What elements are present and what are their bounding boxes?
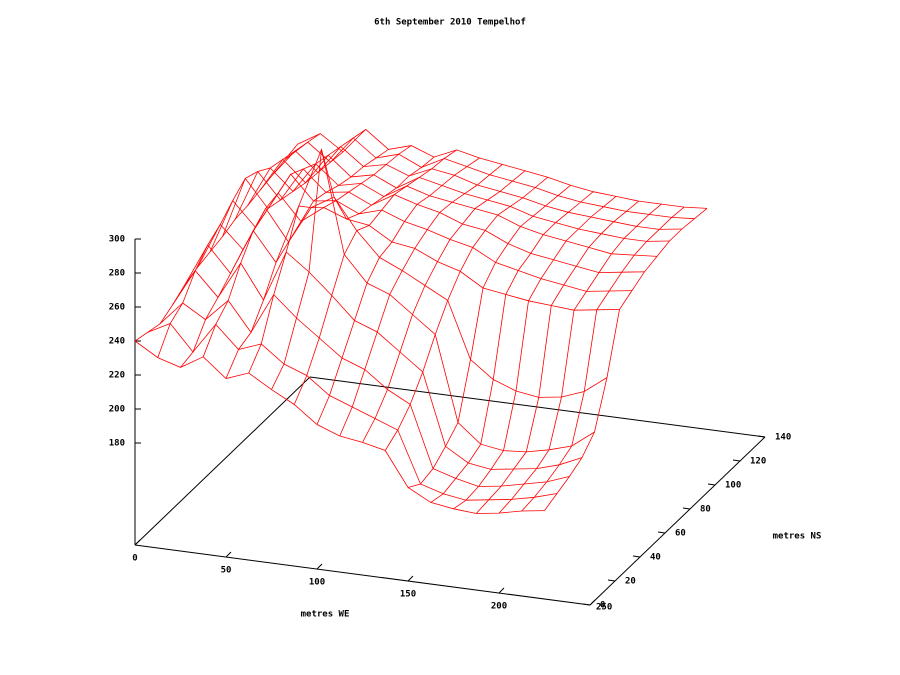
y-tick-label: 80	[700, 505, 711, 515]
surface-column	[430, 191, 594, 503]
surface-column	[544, 208, 708, 511]
y-tick-label: 120	[750, 457, 766, 467]
y-tick	[632, 555, 641, 558]
y-tick	[732, 459, 741, 462]
surface-column	[498, 203, 662, 514]
surface-column	[134, 143, 298, 342]
y-tick	[707, 483, 716, 486]
y-axis	[589, 436, 766, 606]
y-tick-label: 140	[775, 433, 791, 443]
x-tick	[407, 575, 414, 582]
z-tick-label: 260	[109, 303, 125, 313]
y-tick	[582, 603, 591, 606]
chart-title: 6th September 2010 Tempelhof	[374, 18, 526, 28]
y-tick	[607, 579, 616, 582]
y-tick-label: 60	[675, 529, 686, 539]
surface-column	[248, 145, 412, 374]
z-tick-label: 240	[109, 337, 125, 347]
surface-column	[293, 149, 457, 405]
y-tick-label: 20	[625, 577, 636, 587]
z-tick-label: 180	[109, 439, 125, 449]
surface-column	[453, 196, 617, 510]
x-tick-label: 50	[221, 566, 232, 576]
y-axis-label: metres NS	[773, 532, 822, 542]
base-edge	[309, 376, 766, 438]
surface-column	[225, 149, 389, 379]
surface-column	[157, 133, 321, 358]
x-tick-label: 100	[309, 578, 325, 588]
surface-column	[271, 149, 435, 390]
y-tick-label: 40	[650, 553, 661, 563]
x-tick-label: 150	[400, 590, 416, 600]
x-tick	[589, 599, 596, 606]
y-tick-label: 100	[725, 481, 741, 491]
z-tick-label: 280	[109, 269, 125, 279]
x-axis	[134, 544, 591, 606]
x-axis-label: metres WE	[301, 610, 350, 620]
x-tick-label: 0	[132, 554, 137, 564]
y-tick	[757, 435, 766, 438]
surface-column	[339, 164, 503, 437]
z-tick-label: 300	[109, 235, 125, 245]
x-tick-label: 200	[491, 602, 507, 612]
base-edge	[134, 376, 311, 546]
surface-column	[384, 176, 549, 451]
surface-column	[521, 206, 685, 512]
x-tick	[498, 587, 505, 594]
surface-column	[407, 184, 571, 488]
surface-column	[362, 170, 526, 443]
y-tick	[657, 531, 666, 534]
y-tick-label: 0	[600, 601, 605, 611]
surface-column	[180, 151, 344, 368]
x-tick	[225, 551, 232, 558]
x-tick	[134, 539, 141, 546]
x-tick-label: 250	[596, 603, 612, 613]
surface-column	[475, 200, 640, 514]
z-tick-label: 200	[109, 405, 125, 415]
x-tick	[316, 563, 323, 570]
surface-column	[316, 157, 480, 425]
z-tick-label: 220	[109, 371, 125, 381]
surface-column	[202, 129, 366, 357]
y-tick	[682, 507, 691, 510]
